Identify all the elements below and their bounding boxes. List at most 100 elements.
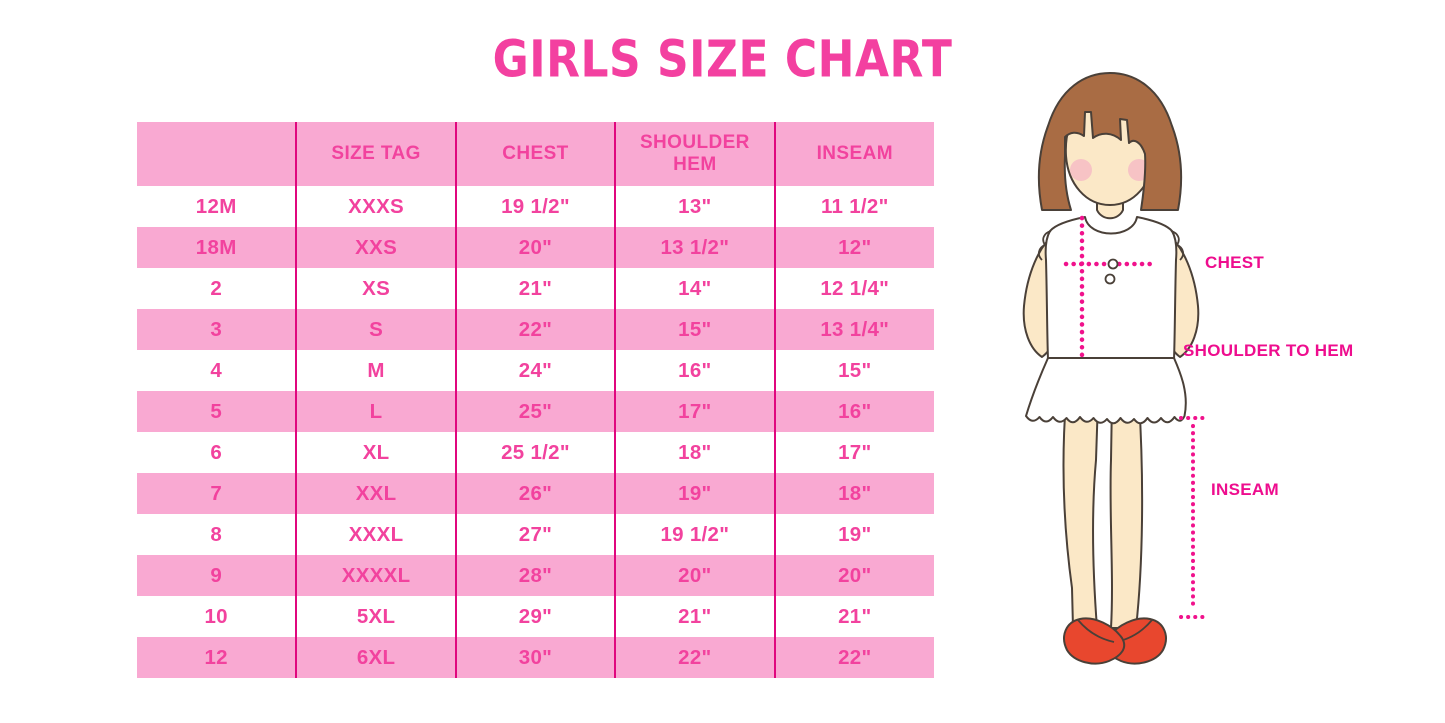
table-cell: 3	[137, 309, 297, 350]
hair	[1037, 72, 1183, 211]
table-cell: 19 1/2"	[614, 514, 775, 555]
table-cell: 8	[137, 514, 297, 555]
table-cell: 22"	[454, 309, 616, 350]
table-cell: 29"	[454, 596, 616, 637]
table-cell: 4	[137, 350, 297, 391]
table-cell: 27"	[454, 514, 616, 555]
table-row: 18M XXS 20" 13 1/2" 12"	[137, 227, 934, 268]
shoulder-to-hem-label: SHOULDER TO HEM	[1183, 341, 1354, 360]
table-row: 12M XXXS 19 1/2" 13" 11 1/2"	[137, 186, 934, 227]
left-shoulder-ruffle	[1038, 230, 1052, 261]
girl-illustration	[1022, 72, 1206, 665]
table-cell: 13 1/4"	[773, 309, 934, 350]
top-garment	[1044, 216, 1178, 361]
table-row: 9 XXXXL 28" 20" 20"	[137, 555, 934, 596]
table-cell: 16"	[614, 350, 775, 391]
table-cell: 12"	[773, 227, 934, 268]
table-cell: 28"	[454, 555, 616, 596]
table-cell: 14"	[614, 268, 775, 309]
table-cell: 21"	[773, 596, 934, 637]
size-table-head: SIZE TAG CHEST SHOULDER HEM INSEAM	[137, 122, 934, 186]
table-cell: 20"	[773, 555, 934, 596]
table-row: 4 M 24" 16" 15"	[137, 350, 934, 391]
table-cell: XXL	[295, 473, 456, 514]
skirt	[1025, 357, 1187, 425]
table-row: 5 L 25" 17" 16"	[137, 391, 934, 432]
table-row: 8 XXXL 27" 19 1/2" 19"	[137, 514, 934, 555]
header-row: SIZE TAG CHEST SHOULDER HEM INSEAM	[137, 122, 934, 186]
table-cell: 30"	[454, 637, 616, 678]
table-cell: S	[295, 309, 456, 350]
table-cell: XXXS	[295, 186, 456, 227]
table-cell: 7	[137, 473, 297, 514]
left-leg	[1062, 399, 1099, 629]
left-blush	[1070, 159, 1092, 181]
table-cell: 20"	[454, 227, 616, 268]
table-cell: 6	[137, 432, 297, 473]
table-cell: 17"	[614, 391, 775, 432]
right-leg	[1109, 399, 1144, 629]
table-cell: 16"	[773, 391, 934, 432]
table-cell: 19 1/2"	[454, 186, 616, 227]
right-shoulder-ruffle	[1170, 230, 1184, 261]
table-cell: 17"	[773, 432, 934, 473]
table-cell: 18M	[137, 227, 297, 268]
table-cell: 20"	[614, 555, 775, 596]
table-cell: 19"	[614, 473, 775, 514]
top-button	[1107, 258, 1119, 270]
left-shoe-strap	[1077, 619, 1115, 643]
table-cell: 13"	[614, 186, 775, 227]
table-cell: 18"	[614, 432, 775, 473]
left-shoe	[1063, 617, 1126, 665]
table-cell: L	[295, 391, 456, 432]
table-row: 2 XS 21" 14" 12 1/4"	[137, 268, 934, 309]
table-row: 3 S 22" 15" 13 1/4"	[137, 309, 934, 350]
size-table: SIZE TAG CHEST SHOULDER HEM INSEAM 12M XXXS 1…	[137, 122, 934, 678]
table-cell: 13 1/2"	[614, 227, 775, 268]
table-cell: 5	[137, 391, 297, 432]
chest-label: CHEST	[1205, 253, 1265, 272]
table-cell: 12	[137, 637, 297, 678]
table-cell: 24"	[454, 350, 616, 391]
table-cell: XS	[295, 268, 456, 309]
column-header: CHEST	[454, 122, 616, 186]
table-cell: 21"	[614, 596, 775, 637]
table-cell: 10	[137, 596, 297, 637]
bottom-button	[1104, 273, 1116, 285]
table-cell: 22"	[614, 637, 775, 678]
table-cell: 26"	[454, 473, 616, 514]
inseam-label: INSEAM	[1211, 480, 1279, 499]
size-table-body: 12M XXXS 19 1/2" 13" 11 1/2" 18M XXS 20" 13 1/2"…	[137, 186, 934, 678]
table-cell: 25 1/2"	[454, 432, 616, 473]
table-cell: M	[295, 350, 456, 391]
table-cell: 25"	[454, 391, 616, 432]
table-row: 12 6XL 30" 22" 22"	[137, 637, 934, 678]
table-cell: 15"	[614, 309, 775, 350]
table-cell: 19"	[773, 514, 934, 555]
table-row: 10 5XL 29" 21" 21"	[137, 596, 934, 637]
table-cell: 2	[137, 268, 297, 309]
table-cell: 11 1/2"	[773, 186, 934, 227]
table-cell: 6XL	[295, 637, 456, 678]
column-header: INSEAM	[773, 122, 934, 186]
table-cell: 5XL	[295, 596, 456, 637]
column-header	[137, 122, 297, 186]
table-row: 7 XXL 26" 19" 18"	[137, 473, 934, 514]
column-header: SIZE TAG	[295, 122, 456, 186]
table-cell: XXXL	[295, 514, 456, 555]
table-cell: XXS	[295, 227, 456, 268]
page-title: GIRLS SIZE CHART	[492, 30, 953, 90]
table-cell: 21"	[454, 268, 616, 309]
table-cell: 9	[137, 555, 297, 596]
column-header: SHOULDER HEM	[614, 122, 775, 186]
table-cell: 22"	[773, 637, 934, 678]
table-cell: 18"	[773, 473, 934, 514]
table-cell: 15"	[773, 350, 934, 391]
table-cell: 12M	[137, 186, 297, 227]
table-cell: XL	[295, 432, 456, 473]
table-cell: 12 1/4"	[773, 268, 934, 309]
measurement-figure	[990, 60, 1410, 680]
table-row: 6 XL 25 1/2" 18" 17"	[137, 432, 934, 473]
table-cell: XXXXL	[295, 555, 456, 596]
